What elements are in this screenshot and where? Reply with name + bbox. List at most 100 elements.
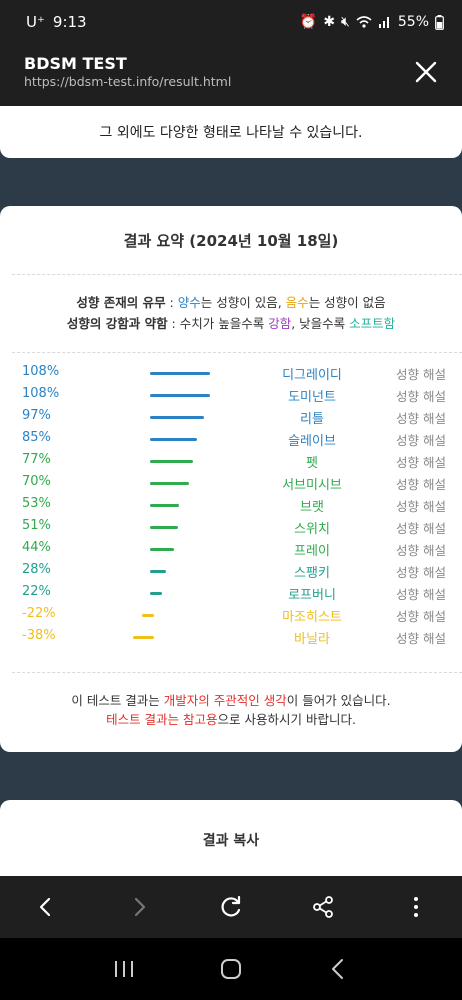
- legend-text: 는 성향이 있음,: [200, 295, 286, 310]
- reload-icon: [221, 895, 241, 917]
- legend-soft: 소프트함: [349, 316, 396, 331]
- note-text: 이 들어가 있습니다.: [286, 693, 391, 708]
- result-row: 44% 프레이 성향 해설: [0, 538, 462, 560]
- result-name[interactable]: 로프버니: [288, 588, 336, 603]
- result-bar: [150, 416, 204, 419]
- recents-icon: [114, 961, 133, 977]
- result-name[interactable]: 도미넌트: [288, 390, 336, 405]
- result-row: -22% 마조히스트 성향 해설: [0, 604, 462, 626]
- result-description-link[interactable]: 성향 해설: [396, 543, 446, 558]
- result-percent: 97%: [22, 408, 51, 423]
- mute-icon: 🔇︎: [341, 14, 350, 30]
- result-row: 77% 펫 성향 해설: [0, 450, 462, 472]
- legend-text: , 낮을수록: [291, 316, 350, 331]
- result-bar: [150, 394, 210, 397]
- forward-button[interactable]: [119, 887, 159, 927]
- recents-button[interactable]: [104, 949, 144, 989]
- result-bar: [150, 438, 198, 441]
- result-bar: [150, 482, 189, 485]
- result-row: -38% 바닐라 성향 해설: [0, 626, 462, 648]
- legend-strong: 강함: [268, 316, 292, 331]
- result-row: 97% 리틀 성향 해설: [0, 406, 462, 428]
- share-icon: [313, 896, 334, 918]
- result-description-link[interactable]: 성향 해설: [396, 565, 446, 580]
- result-name[interactable]: 슬레이브: [288, 434, 336, 449]
- result-description-link[interactable]: 성향 해설: [396, 609, 446, 624]
- result-description-link[interactable]: 성향 해설: [396, 455, 446, 470]
- copy-result-card[interactable]: 결과 복사: [0, 800, 462, 876]
- reload-button[interactable]: [211, 887, 251, 927]
- divider: [12, 274, 462, 275]
- result-percent: -22%: [22, 606, 56, 621]
- result-row: 70% 서브미시브 성향 해설: [0, 472, 462, 494]
- back-icon: [40, 897, 51, 917]
- copy-result-heading[interactable]: 결과 복사: [202, 833, 260, 849]
- nav-back-button[interactable]: [318, 949, 358, 989]
- result-percent: 51%: [22, 518, 51, 533]
- result-percent: 53%: [22, 496, 51, 511]
- result-name[interactable]: 서브미시브: [282, 478, 342, 493]
- result-bar: [150, 372, 210, 375]
- page-url[interactable]: https://bdsm-test.info/result.html: [24, 74, 232, 89]
- wifi-icon: [356, 16, 372, 28]
- custom-tab-header: BDSM TEST https://bdsm-test.info/result.…: [0, 44, 462, 106]
- legend-presence-label: 성향 존재의 유무: [76, 295, 166, 310]
- disclaimer-line-1: 이 테스트 결과는 개발자의 주관적인 생각이 들어가 있습니다.: [0, 690, 462, 709]
- signal-icon: [378, 17, 389, 28]
- result-percent: 44%: [22, 540, 51, 555]
- home-button[interactable]: [211, 949, 251, 989]
- result-description-link[interactable]: 성향 해설: [396, 499, 446, 514]
- result-name[interactable]: 디그레이디: [282, 368, 342, 383]
- carrier-label: U⁺: [26, 13, 45, 31]
- result-name[interactable]: 브랫: [300, 500, 324, 515]
- result-name[interactable]: 펫: [306, 456, 318, 471]
- legend-strength: 성향의 강함과 약함 : 수치가 높을수록 강함, 낮을수록 소프트함: [0, 313, 462, 332]
- result-row: 28% 스팽키 성향 해설: [0, 560, 462, 582]
- result-name[interactable]: 바닐라: [294, 632, 330, 647]
- result-bar: [150, 504, 180, 507]
- back-button[interactable]: [26, 887, 66, 927]
- divider: [12, 352, 462, 353]
- result-description-link[interactable]: 성향 해설: [396, 433, 446, 448]
- result-percent: 85%: [22, 430, 51, 445]
- result-name[interactable]: 프레이: [294, 544, 330, 559]
- result-name[interactable]: 스위치: [294, 522, 330, 537]
- result-bar: [132, 636, 154, 639]
- result-description-link[interactable]: 성향 해설: [396, 587, 446, 602]
- more-vert-icon: [413, 897, 418, 917]
- result-description-link[interactable]: 성향 해설: [396, 389, 446, 404]
- web-content[interactable]: 그 외에도 다양한 형태로 나타날 수 있습니다. 결과 요약 (2024년 1…: [0, 106, 462, 876]
- result-bar: [150, 570, 166, 573]
- result-percent: 22%: [22, 584, 51, 599]
- result-summary-card: 결과 요약 (2024년 10월 18일) 성향 존재의 유무 : 양수는 성향…: [0, 206, 462, 752]
- result-name[interactable]: 마조히스트: [282, 610, 342, 625]
- result-name[interactable]: 리틀: [300, 412, 324, 427]
- intro-card: 그 외에도 다양한 형태로 나타날 수 있습니다.: [0, 106, 462, 158]
- result-row: 53% 브랫 성향 해설: [0, 494, 462, 516]
- browser-toolbar: [0, 876, 462, 938]
- system-nav-bar: [0, 938, 462, 1000]
- result-description-link[interactable]: 성향 해설: [396, 521, 446, 536]
- result-bar: [150, 526, 179, 529]
- page-title: BDSM TEST: [24, 54, 127, 73]
- legend-sep: :: [165, 295, 178, 310]
- result-description-link[interactable]: 성향 해설: [396, 477, 446, 492]
- close-icon[interactable]: [412, 58, 440, 86]
- share-button[interactable]: [303, 887, 343, 927]
- result-row: 108% 디그레이디 성향 해설: [0, 362, 462, 384]
- legend-strength-label: 성향의 강함과 약함: [66, 316, 168, 331]
- result-description-link[interactable]: 성향 해설: [396, 631, 446, 646]
- summary-heading: 결과 요약 (2024년 10월 18일): [123, 232, 339, 250]
- status-bar: U⁺ 9:13 ⏰ ✱ 🔇︎ 55%: [0, 0, 462, 44]
- result-name[interactable]: 스팽키: [294, 566, 330, 581]
- legend-positive: 양수: [177, 295, 201, 310]
- result-description-link[interactable]: 성향 해설: [396, 367, 446, 382]
- divider: [12, 672, 462, 673]
- battery-icon: [435, 14, 444, 30]
- result-percent: 108%: [22, 386, 60, 401]
- more-button[interactable]: [396, 887, 436, 927]
- legend-text: : 수치가 높을수록: [167, 316, 269, 331]
- result-bar: [141, 614, 154, 617]
- result-description-link[interactable]: 성향 해설: [396, 411, 446, 426]
- disclaimer-line-2: 테스트 결과는 참고용으로 사용하시기 바랍니다.: [0, 709, 462, 728]
